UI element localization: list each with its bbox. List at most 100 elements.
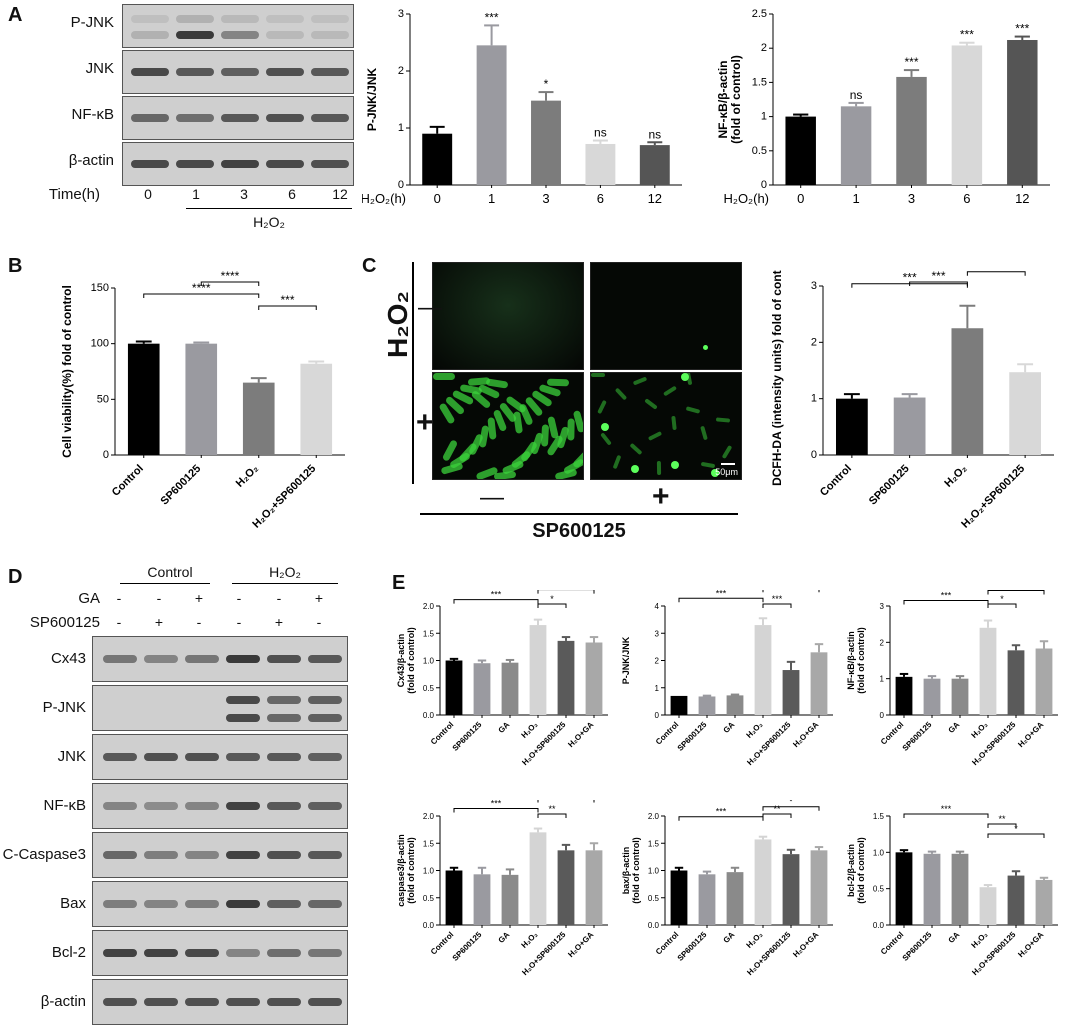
sig-label: ns <box>648 127 661 141</box>
band <box>267 714 301 722</box>
blot-strip-d-6 <box>92 930 348 976</box>
y-tick-label: 2 <box>811 336 817 348</box>
group-label-control: Control <box>147 564 193 580</box>
sig-bracket <box>762 813 792 818</box>
y-tick-label: 1.5 <box>648 839 660 848</box>
x-tick-label: SP600125 <box>901 930 934 963</box>
y-tick-label: 2 <box>398 65 404 77</box>
x-tick-label: 1 <box>488 191 495 206</box>
y-tick-label: 0.0 <box>423 921 435 930</box>
y-axis-label: bax/β-actin <box>621 847 631 895</box>
band <box>103 900 137 908</box>
sig-bracket <box>987 590 1045 595</box>
bar-2 <box>951 678 969 715</box>
cell <box>647 431 663 441</box>
band <box>103 851 137 859</box>
chart-bax: 0.0 0.5 1.0 1.5 2.0 bax/β-actin (fold of contr… <box>621 800 833 977</box>
blot-strip-a-3 <box>122 142 354 186</box>
bar-0 <box>835 398 868 455</box>
band <box>176 160 214 168</box>
bar-0 <box>445 660 463 715</box>
row-sign-minus: — <box>418 294 442 321</box>
sig-bracket <box>762 603 792 608</box>
band <box>144 802 178 810</box>
x-tick-label: 3 <box>908 191 915 206</box>
band <box>185 802 219 810</box>
bar-0 <box>422 133 453 185</box>
y-axis-label: NF-κB/β-actin <box>846 631 856 690</box>
x-tick-label: H₂O₂+SP600125 <box>959 463 1027 531</box>
y-tick-label: 50 <box>97 393 109 405</box>
cell <box>700 425 708 441</box>
bar-0 <box>127 343 160 455</box>
cell <box>591 373 605 377</box>
bar-3 <box>754 839 772 925</box>
cell <box>487 417 497 440</box>
y-tick-label: 4 <box>655 602 660 611</box>
band <box>267 949 301 957</box>
bar-3 <box>300 363 333 455</box>
y-tick-label: 0 <box>655 711 660 720</box>
x-tick-label: Control <box>654 930 680 956</box>
treat-sign: - <box>316 614 322 630</box>
x-tick-label: SP600125 <box>451 930 484 963</box>
band <box>267 851 301 859</box>
band <box>311 31 349 39</box>
blot-strip-a-1 <box>122 50 354 94</box>
band <box>144 998 178 1006</box>
micrograph-2 <box>432 372 584 480</box>
cell <box>540 424 550 447</box>
bracket-label: ** <box>992 270 1002 273</box>
bar-2 <box>726 872 744 925</box>
band <box>267 696 301 704</box>
micrograph-1 <box>590 262 742 370</box>
sig-label: *** <box>960 28 974 42</box>
bar-5 <box>1035 648 1053 715</box>
time-value-1: 1 <box>192 186 200 202</box>
cell-dot <box>703 345 708 350</box>
blot-label-a-3: β-actin <box>68 152 114 169</box>
x-tick-label: GA <box>497 720 512 735</box>
y-tick-label: 2 <box>655 657 660 666</box>
band <box>308 753 342 761</box>
micrograph-3: 50μm <box>590 372 742 480</box>
bracket-label: * <box>1014 590 1018 591</box>
panel-letter-a: A <box>8 4 23 26</box>
sig-bracket <box>762 590 820 593</box>
band <box>267 655 301 663</box>
h2o2-axis-line <box>412 262 414 484</box>
blot-label-d-0: Cx43 <box>50 650 86 667</box>
band <box>131 160 169 168</box>
x-tick-label: 0 <box>434 191 441 206</box>
x-tick-label: H₂O₂+SP600125 <box>250 463 318 531</box>
panel-letter-c: C <box>362 255 377 277</box>
y-tick-label: 2.0 <box>648 812 660 821</box>
sig-bracket <box>987 823 1017 828</box>
y-axis-label: (fold of control) <box>856 837 866 903</box>
y-tick-label: 2.0 <box>423 602 435 611</box>
band <box>144 851 178 859</box>
y-tick-label: 0.5 <box>752 145 767 157</box>
bar-5 <box>810 850 828 925</box>
y-axis-label: NF-κB/β-actin <box>716 60 730 138</box>
bracket-label: *** <box>716 590 727 598</box>
band <box>267 900 301 908</box>
band <box>176 68 214 76</box>
h2o2-axis-label: H₂O₂ <box>382 291 413 358</box>
y-tick-label: 0.0 <box>648 921 660 930</box>
band <box>311 15 349 23</box>
sig-bracket <box>537 590 595 594</box>
y-tick-label: 2.0 <box>423 812 435 821</box>
sig-label: ns <box>850 88 863 102</box>
x-tick-label: Control <box>879 930 905 956</box>
bar-3 <box>529 832 547 925</box>
band <box>267 753 301 761</box>
bar-1 <box>473 663 491 715</box>
bar-0 <box>445 870 463 925</box>
x-tick-label: 12 <box>1015 191 1029 206</box>
cell <box>629 442 643 456</box>
y-tick-label: 3 <box>811 280 817 292</box>
y-tick-label: 1.5 <box>423 839 435 848</box>
bar-1 <box>698 874 716 925</box>
bar-0 <box>895 852 913 925</box>
